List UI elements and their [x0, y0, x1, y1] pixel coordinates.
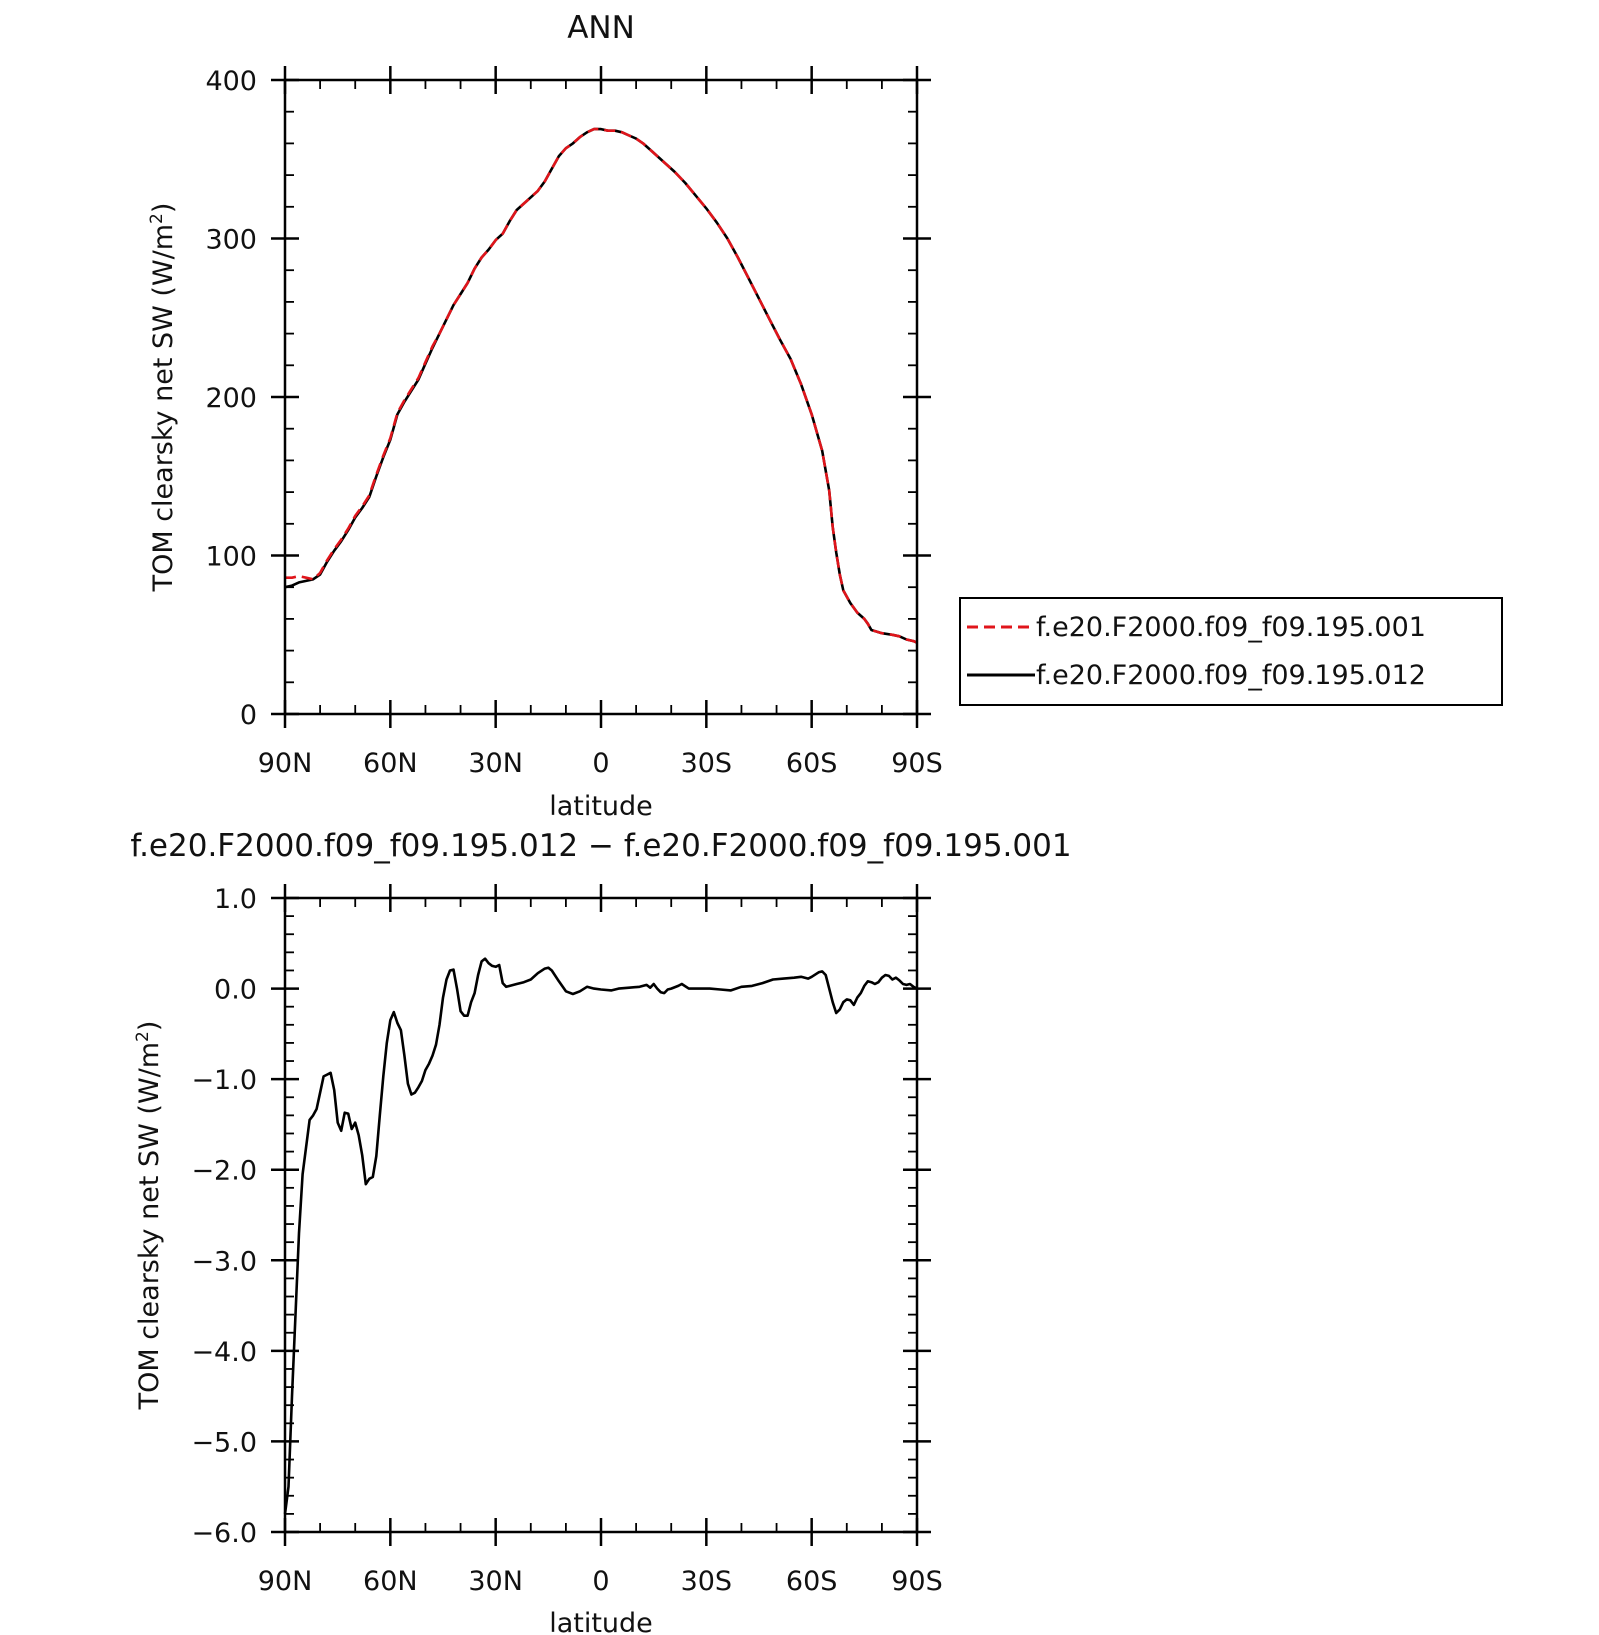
- top-series-line-0: [285, 127, 918, 644]
- bottom-x-axis-label: latitude: [549, 1608, 653, 1635]
- top-xtick-label: 60N: [363, 748, 418, 779]
- legend: f.e20.F2000.f09_f09.195.001 f.e20.F2000.…: [959, 597, 1503, 706]
- legend-label-012: f.e20.F2000.f09_f09.195.012: [1036, 660, 1426, 691]
- top-plot-frame: [283, 78, 919, 716]
- top-panel: ANN 0 100 200 300 400 90N 60N 30N 0 30S 60S 90S la…: [147, 10, 943, 822]
- bottom-y-axis-label: TOM clearsky net SW (W/m2): [133, 1021, 165, 1411]
- bottom-chart-title: f.e20.F2000.f09_f09.195.012 − f.e20.F200…: [130, 828, 1071, 864]
- top-ytick-label: 100: [205, 542, 257, 573]
- bottom-ytick-label: −4.0: [191, 1337, 257, 1368]
- top-series-line-1: [284, 127, 918, 644]
- top-ytick-label: 300: [205, 225, 257, 256]
- top-xtick-label: 30N: [468, 748, 523, 779]
- top-ytick-label: 0: [240, 700, 257, 731]
- legend-label-001: f.e20.F2000.f09_f09.195.001: [1036, 612, 1426, 643]
- top-xtick-label: 90S: [891, 748, 943, 779]
- top-xtick-label: 60S: [786, 748, 838, 779]
- bottom-xtick-label: 30S: [681, 1566, 733, 1597]
- top-ytick-label: 400: [205, 66, 257, 97]
- bottom-ytick-label: −3.0: [191, 1246, 257, 1277]
- bottom-ytick-label: 1.0: [214, 884, 257, 915]
- bottom-ytick-label: −2.0: [191, 1156, 257, 1187]
- top-x-axis-label: latitude: [549, 791, 653, 822]
- bottom-xtick-label: 60S: [786, 1566, 838, 1597]
- bottom-ytick-label: −6.0: [191, 1518, 257, 1549]
- bottom-plot-frame: [283, 896, 919, 1534]
- top-ytick-label: 200: [205, 383, 257, 414]
- top-y-axis-label: TOM clearsky net SW (W/m2): [147, 203, 179, 593]
- top-xtick-label: 30S: [681, 748, 733, 779]
- legend-box: [959, 597, 1503, 706]
- top-xtick-label: 90N: [258, 748, 313, 779]
- bottom-series-line-0: [283, 957, 918, 1515]
- bottom-xtick-label: 60N: [363, 1566, 418, 1597]
- bottom-xtick-label: 90S: [891, 1566, 943, 1597]
- bottom-ytick-label: −5.0: [191, 1427, 257, 1458]
- bottom-xtick-label: 0: [592, 1566, 609, 1597]
- top-chart-title: ANN: [567, 10, 635, 46]
- bottom-xtick-label: 30N: [468, 1566, 523, 1597]
- bottom-xtick-label: 90N: [258, 1566, 313, 1597]
- bottom-ytick-label: −1.0: [191, 1065, 257, 1096]
- bottom-ytick-label: 0.0: [214, 975, 257, 1006]
- bottom-panel: f.e20.F2000.f09_f09.195.012 − f.e20.F200…: [130, 828, 1071, 1635]
- top-xtick-label: 0: [592, 748, 609, 779]
